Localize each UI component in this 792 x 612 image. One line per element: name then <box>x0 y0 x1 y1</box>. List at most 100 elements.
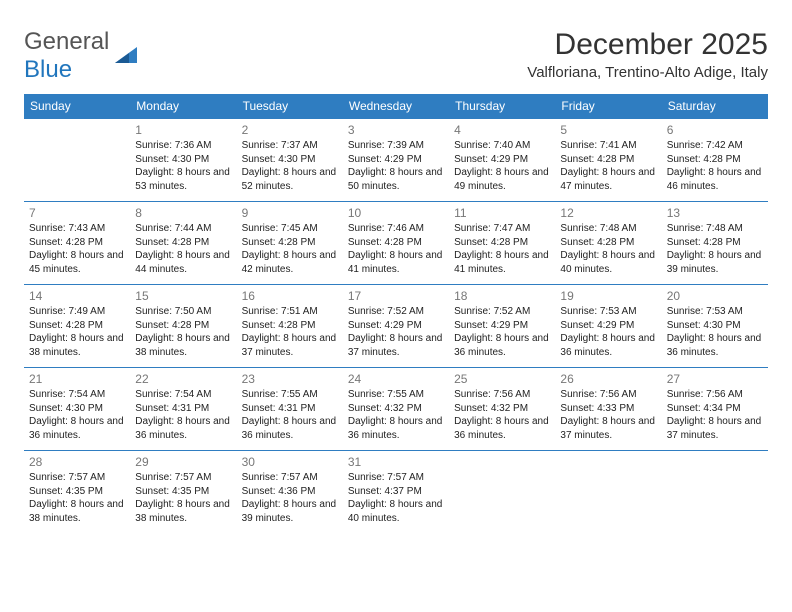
day-number: 22 <box>135 372 231 386</box>
day-number: 15 <box>135 289 231 303</box>
day-info: Sunrise: 7:56 AMSunset: 4:34 PMDaylight:… <box>667 388 763 442</box>
calendar-day-cell: 22 Sunrise: 7:54 AMSunset: 4:31 PMDayligh… <box>130 368 236 451</box>
day-info: Sunrise: 7:53 AMSunset: 4:29 PMDaylight:… <box>560 305 656 359</box>
day-info: Sunrise: 7:57 AMSunset: 4:35 PMDaylight:… <box>135 471 231 525</box>
day-info: Sunrise: 7:52 AMSunset: 4:29 PMDaylight:… <box>348 305 444 359</box>
day-info: Sunrise: 7:55 AMSunset: 4:31 PMDaylight:… <box>242 388 338 442</box>
day-number: 31 <box>348 455 444 469</box>
day-number: 1 <box>135 123 231 137</box>
day-info: Sunrise: 7:54 AMSunset: 4:31 PMDaylight:… <box>135 388 231 442</box>
calendar-day-cell <box>555 451 661 534</box>
day-info: Sunrise: 7:48 AMSunset: 4:28 PMDaylight:… <box>667 222 763 276</box>
calendar-day-cell: 13Sunrise: 7:48 AMSunset: 4:28 PMDayligh… <box>662 202 768 285</box>
day-info: Sunrise: 7:44 AMSunset: 4:28 PMDaylight:… <box>135 222 231 276</box>
day-info: Sunrise: 7:57 AMSunset: 4:37 PMDaylight:… <box>348 471 444 525</box>
calendar-table: SundayMondayTuesdayWednesdayThursdayFrid… <box>24 94 768 533</box>
calendar-day-cell: 6 Sunrise: 7:42 AMSunset: 4:28 PMDaylight… <box>662 119 768 202</box>
brand-part1: General <box>24 28 109 55</box>
day-number: 8 <box>135 206 231 220</box>
calendar-day-cell: 30Sunrise: 7:57 AMSunset: 4:36 PMDayligh… <box>237 451 343 534</box>
calendar-day-cell <box>662 451 768 534</box>
calendar-day-cell: 3 Sunrise: 7:39 AMSunset: 4:29 PMDaylight… <box>343 119 449 202</box>
day-number: 2 <box>242 123 338 137</box>
calendar-day-cell: 28 Sunrise: 7:57 AMSunset: 4:35 PMDayligh… <box>24 451 130 534</box>
day-info: Sunrise: 7:57 AMSunset: 4:35 PMDaylight:… <box>29 471 125 525</box>
day-number: 12 <box>560 206 656 220</box>
brand-part2: Blue <box>24 56 72 83</box>
month-title: December 2025 <box>527 28 768 62</box>
day-info: Sunrise: 7:45 AMSunset: 4:28 PMDaylight:… <box>242 222 338 276</box>
day-info: Sunrise: 7:47 AMSunset: 4:28 PMDaylight:… <box>454 222 550 276</box>
calendar-day-cell: 20Sunrise: 7:53 AMSunset: 4:30 PMDayligh… <box>662 285 768 368</box>
brand-logo: General Blue <box>24 28 139 84</box>
calendar-day-cell: 5 Sunrise: 7:41 AMSunset: 4:28 PMDaylight… <box>555 119 661 202</box>
day-info: Sunrise: 7:41 AMSunset: 4:28 PMDaylight:… <box>560 139 656 193</box>
day-number: 24 <box>348 372 444 386</box>
day-number: 19 <box>560 289 656 303</box>
day-info: Sunrise: 7:43 AMSunset: 4:28 PMDaylight:… <box>29 222 125 276</box>
calendar-day-cell: 23 Sunrise: 7:55 AMSunset: 4:31 PMDayligh… <box>237 368 343 451</box>
calendar-day-cell: 29 Sunrise: 7:57 AMSunset: 4:35 PMDayligh… <box>130 451 236 534</box>
day-number: 17 <box>348 289 444 303</box>
calendar-day-cell: 7Sunrise: 7:43 AMSunset: 4:28 PMDaylight… <box>24 202 130 285</box>
weekday-header: Monday <box>130 94 236 119</box>
day-number: 26 <box>560 372 656 386</box>
day-number: 28 <box>29 455 125 469</box>
day-number: 18 <box>454 289 550 303</box>
title-block: December 2025 Valfloriana, Trentino-Alto… <box>527 28 768 81</box>
calendar-day-cell: 24 Sunrise: 7:55 AMSunset: 4:32 PMDayligh… <box>343 368 449 451</box>
day-info: Sunrise: 7:36 AMSunset: 4:30 PMDaylight:… <box>135 139 231 193</box>
calendar-header-row: SundayMondayTuesdayWednesdayThursdayFrid… <box>24 94 768 119</box>
calendar-day-cell: 11 Sunrise: 7:47 AMSunset: 4:28 PMDayligh… <box>449 202 555 285</box>
calendar-day-cell: 31 Sunrise: 7:57 AMSunset: 4:37 PMDayligh… <box>343 451 449 534</box>
day-number: 3 <box>348 123 444 137</box>
day-info: Sunrise: 7:37 AMSunset: 4:30 PMDaylight:… <box>242 139 338 193</box>
weekday-header: Sunday <box>24 94 130 119</box>
day-number: 10 <box>348 206 444 220</box>
day-number: 29 <box>135 455 231 469</box>
day-info: Sunrise: 7:48 AMSunset: 4:28 PMDaylight:… <box>560 222 656 276</box>
calendar-day-cell: 12 Sunrise: 7:48 AMSunset: 4:28 PMDayligh… <box>555 202 661 285</box>
day-info: Sunrise: 7:57 AMSunset: 4:36 PMDaylight:… <box>242 471 338 525</box>
day-info: Sunrise: 7:50 AMSunset: 4:28 PMDaylight:… <box>135 305 231 359</box>
weekday-header: Wednesday <box>343 94 449 119</box>
day-number: 11 <box>454 206 550 220</box>
day-number: 23 <box>242 372 338 386</box>
day-number: 9 <box>242 206 338 220</box>
calendar-day-cell: 17 Sunrise: 7:52 AMSunset: 4:29 PMDayligh… <box>343 285 449 368</box>
day-info: Sunrise: 7:55 AMSunset: 4:32 PMDaylight:… <box>348 388 444 442</box>
calendar-day-cell: 10Sunrise: 7:46 AMSunset: 4:28 PMDayligh… <box>343 202 449 285</box>
calendar-week-row: 28 Sunrise: 7:57 AMSunset: 4:35 PMDayligh… <box>24 451 768 534</box>
calendar-week-row: 21Sunrise: 7:54 AMSunset: 4:30 PMDayligh… <box>24 368 768 451</box>
day-info: Sunrise: 7:40 AMSunset: 4:29 PMDaylight:… <box>454 139 550 193</box>
day-number: 5 <box>560 123 656 137</box>
day-info: Sunrise: 7:42 AMSunset: 4:28 PMDaylight:… <box>667 139 763 193</box>
brand-text: General Blue <box>24 28 109 84</box>
weekday-header: Tuesday <box>237 94 343 119</box>
day-info: Sunrise: 7:54 AMSunset: 4:30 PMDaylight:… <box>29 388 125 442</box>
day-number: 6 <box>667 123 763 137</box>
day-info: Sunrise: 7:51 AMSunset: 4:28 PMDaylight:… <box>242 305 338 359</box>
day-number: 25 <box>454 372 550 386</box>
day-number: 16 <box>242 289 338 303</box>
calendar-day-cell: 14 Sunrise: 7:49 AMSunset: 4:28 PMDayligh… <box>24 285 130 368</box>
calendar-day-cell: 18 Sunrise: 7:52 AMSunset: 4:29 PMDayligh… <box>449 285 555 368</box>
location-text: Valfloriana, Trentino-Alto Adige, Italy <box>527 64 768 81</box>
day-number: 14 <box>29 289 125 303</box>
day-number: 27 <box>667 372 763 386</box>
day-info: Sunrise: 7:52 AMSunset: 4:29 PMDaylight:… <box>454 305 550 359</box>
calendar-day-cell: 25 Sunrise: 7:56 AMSunset: 4:32 PMDayligh… <box>449 368 555 451</box>
triangle-icon <box>113 43 139 69</box>
calendar-day-cell: 21Sunrise: 7:54 AMSunset: 4:30 PMDayligh… <box>24 368 130 451</box>
calendar-day-cell: 15 Sunrise: 7:50 AMSunset: 4:28 PMDayligh… <box>130 285 236 368</box>
day-info: Sunrise: 7:53 AMSunset: 4:30 PMDaylight:… <box>667 305 763 359</box>
day-info: Sunrise: 7:49 AMSunset: 4:28 PMDaylight:… <box>29 305 125 359</box>
day-info: Sunrise: 7:56 AMSunset: 4:32 PMDaylight:… <box>454 388 550 442</box>
calendar-day-cell: 26 Sunrise: 7:56 AMSunset: 4:33 PMDayligh… <box>555 368 661 451</box>
day-info: Sunrise: 7:39 AMSunset: 4:29 PMDaylight:… <box>348 139 444 193</box>
day-number: 4 <box>454 123 550 137</box>
calendar-day-cell: 8 Sunrise: 7:44 AMSunset: 4:28 PMDaylight… <box>130 202 236 285</box>
calendar-day-cell <box>449 451 555 534</box>
calendar-day-cell <box>24 119 130 202</box>
day-info: Sunrise: 7:56 AMSunset: 4:33 PMDaylight:… <box>560 388 656 442</box>
